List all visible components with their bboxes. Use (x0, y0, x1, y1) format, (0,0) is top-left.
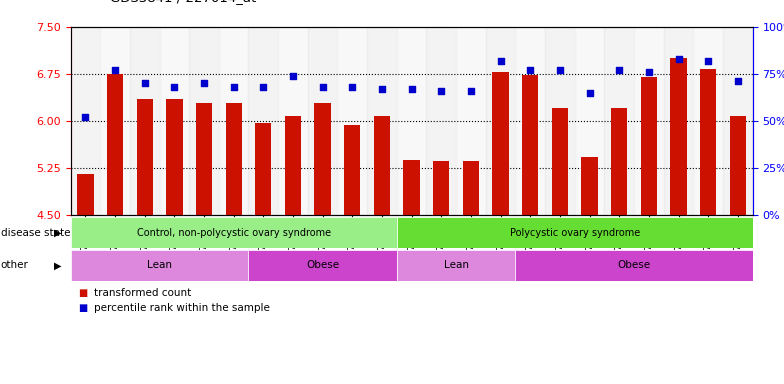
Bar (249, 27, 278, 215)
Text: Lean: Lean (147, 260, 172, 270)
Point (435, 88, 448, 94)
Text: ■: ■ (78, 303, 88, 313)
Bar (130, 27, 159, 215)
Bar (634, 27, 664, 215)
Point (109, 67, 122, 73)
Bar (71, 217, 397, 248)
Bar (404, 160, 419, 215)
Text: Obese: Obese (618, 260, 651, 270)
Point (346, 84, 358, 90)
Bar (344, 125, 361, 215)
Point (613, 67, 626, 73)
Text: other: other (1, 260, 29, 270)
Point (287, 73, 299, 79)
Bar (670, 58, 687, 215)
Text: disease state: disease state (1, 228, 71, 238)
Bar (664, 27, 693, 215)
Bar (278, 27, 308, 215)
Bar (426, 27, 456, 215)
Bar (219, 27, 249, 215)
Bar (486, 27, 515, 215)
Point (554, 67, 566, 73)
Bar (700, 69, 717, 215)
Bar (226, 103, 241, 215)
Bar (397, 250, 515, 281)
Bar (100, 27, 130, 215)
Bar (552, 108, 568, 215)
Point (317, 84, 329, 90)
Bar (107, 74, 123, 215)
Bar (515, 250, 753, 281)
Point (465, 88, 477, 94)
Bar (604, 27, 634, 215)
Bar (641, 77, 657, 215)
Bar (189, 27, 219, 215)
Text: ■: ■ (78, 288, 88, 298)
Text: transformed count: transformed count (94, 288, 191, 298)
Bar (314, 103, 331, 215)
Point (405, 86, 418, 92)
Bar (166, 99, 183, 215)
Point (702, 58, 714, 64)
Bar (433, 161, 449, 215)
Bar (492, 72, 509, 215)
Bar (545, 27, 575, 215)
Bar (693, 27, 723, 215)
Text: ▶: ▶ (53, 228, 61, 238)
Point (583, 90, 596, 96)
Point (494, 58, 506, 64)
Point (227, 84, 240, 90)
Point (139, 80, 151, 86)
Bar (374, 116, 390, 215)
Point (524, 67, 536, 73)
Point (672, 56, 684, 62)
Point (79, 114, 92, 120)
Text: Polycystic ovary syndrome: Polycystic ovary syndrome (510, 228, 640, 238)
Bar (515, 27, 545, 215)
Bar (723, 27, 753, 215)
Text: Obese: Obese (306, 260, 339, 270)
Bar (582, 157, 597, 215)
Bar (575, 27, 604, 215)
Point (198, 80, 210, 86)
Bar (308, 27, 337, 215)
Point (731, 78, 744, 84)
Bar (367, 27, 397, 215)
Bar (730, 116, 746, 215)
Bar (78, 174, 93, 215)
Bar (196, 103, 212, 215)
Point (376, 86, 388, 92)
Bar (463, 161, 479, 215)
Bar (285, 116, 301, 215)
Point (257, 84, 270, 90)
Bar (522, 75, 539, 215)
Text: GDS3841 / 227014_at: GDS3841 / 227014_at (110, 0, 256, 4)
Bar (397, 27, 426, 215)
Text: ▶: ▶ (53, 260, 61, 270)
Bar (71, 27, 100, 215)
Text: percentile rank within the sample: percentile rank within the sample (94, 303, 270, 313)
Bar (71, 250, 249, 281)
Bar (456, 27, 486, 215)
Text: Lean: Lean (444, 260, 469, 270)
Text: Control, non-polycystic ovary syndrome: Control, non-polycystic ovary syndrome (136, 228, 331, 238)
Point (168, 84, 180, 90)
Point (643, 69, 655, 75)
Bar (159, 27, 189, 215)
Bar (249, 250, 397, 281)
Bar (255, 123, 271, 215)
Bar (136, 99, 153, 215)
Bar (611, 108, 627, 215)
Bar (397, 217, 753, 248)
Bar (337, 27, 367, 215)
